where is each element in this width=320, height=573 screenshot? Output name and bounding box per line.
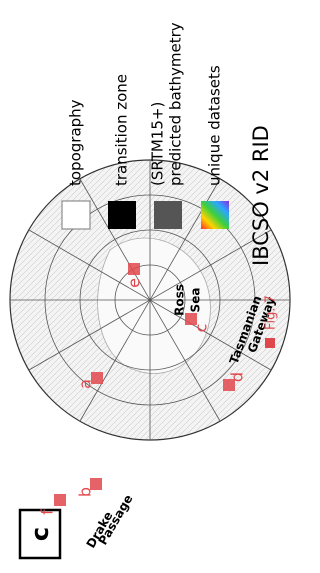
- site-label: d: [228, 372, 247, 382]
- legend-swatch: [62, 201, 90, 229]
- site-label: f: [38, 509, 57, 515]
- legend-swatch: [108, 201, 136, 229]
- note-marker: [265, 338, 275, 348]
- site-label: a: [76, 379, 95, 389]
- legend-label: transition zone: [113, 74, 131, 186]
- site-label: e: [125, 278, 144, 288]
- place-label: Ross: [173, 284, 187, 316]
- site-marker: [185, 313, 197, 325]
- legend-label: unique datasets: [206, 65, 224, 186]
- place-label: Sea: [189, 288, 203, 313]
- legend-label: (SRTM15+): [149, 102, 167, 186]
- site-label: b: [76, 487, 95, 497]
- legend-title: IBCSO v2 RID: [249, 125, 273, 266]
- note: Fig. 7: [264, 295, 279, 330]
- legend-label: topography: [67, 99, 85, 186]
- panel-label: c: [26, 527, 54, 541]
- legend-label: predicted bathymetry: [167, 22, 185, 186]
- site-marker: [128, 263, 140, 275]
- site-label: c: [192, 324, 211, 333]
- legend-swatch: [201, 201, 229, 229]
- page: {"panel_label": "c", "legend": {"title":…: [0, 0, 294, 573]
- legend-swatch: [154, 201, 182, 229]
- site-marker: [54, 494, 66, 506]
